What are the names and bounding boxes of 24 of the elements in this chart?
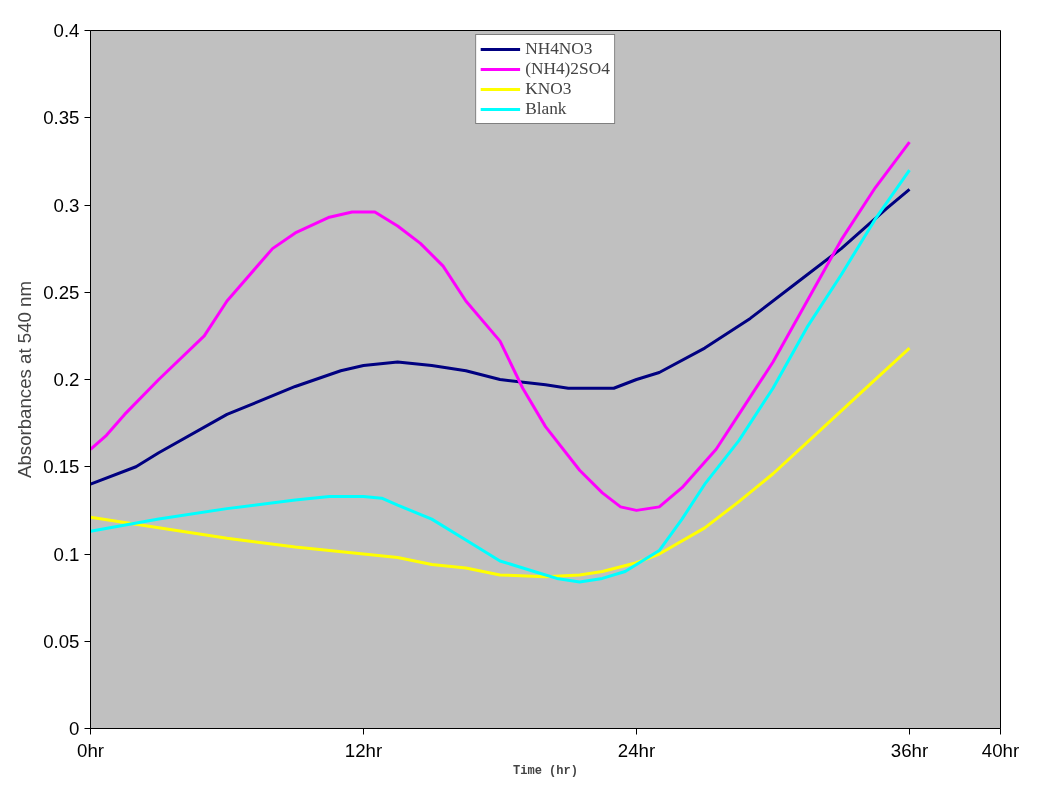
y-tick-label: 0.05 <box>43 630 80 652</box>
x-tick-label: 40hr <box>981 739 1020 761</box>
y-tick-label: 0.15 <box>43 456 80 478</box>
legend-label: NH4NO3 <box>525 39 593 59</box>
y-tick-label: 0.2 <box>53 369 80 390</box>
x-tick-label: 24hr <box>617 739 656 761</box>
line-series <box>90 168 911 584</box>
x-tick-label: 36hr <box>890 739 929 761</box>
y-tick-label: 0.4 <box>53 20 80 41</box>
y-axis-title: Absorbances at 540 nm <box>14 280 36 479</box>
y-tick-label: 0.35 <box>43 107 80 129</box>
x-tick-label: 12hr <box>344 739 383 761</box>
y-tick-label: 0.1 <box>53 543 80 565</box>
line-series <box>90 187 911 486</box>
legend-label: KNO3 <box>525 79 572 99</box>
legend-label: Blank <box>525 99 567 119</box>
legend-label: (NH4)2SO4 <box>525 59 610 79</box>
y-tick-label: 0.3 <box>53 194 80 216</box>
x-tick-label: 0hr <box>77 739 104 761</box>
y-tick-label: 0 <box>69 718 80 739</box>
line-series <box>90 140 911 512</box>
x-axis-title: Time (hr) <box>513 763 578 778</box>
y-tick-label: 0.25 <box>43 281 80 303</box>
line-series <box>90 346 911 579</box>
